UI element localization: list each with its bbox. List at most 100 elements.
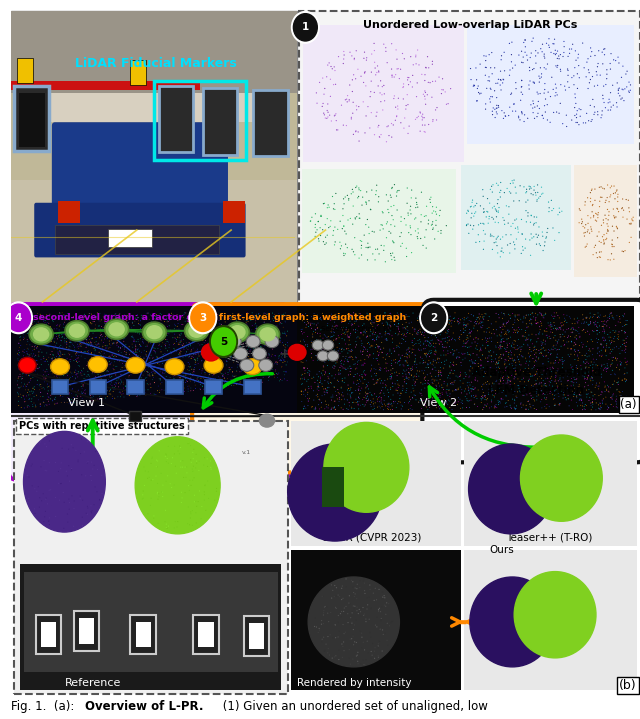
- Point: [46, 336, 56, 347]
- Point: [133, 336, 143, 347]
- Point: [514, 349, 524, 360]
- Point: [518, 390, 528, 401]
- Point: [330, 221, 340, 233]
- Point: [116, 388, 126, 399]
- Point: [422, 319, 433, 330]
- Point: [559, 331, 570, 342]
- Point: [546, 344, 556, 355]
- Point: [373, 374, 383, 385]
- Point: [401, 344, 412, 356]
- Point: [250, 319, 260, 331]
- Point: [564, 47, 575, 59]
- Point: [350, 352, 360, 363]
- Point: [585, 360, 595, 372]
- Point: [315, 348, 325, 360]
- Point: [620, 372, 630, 384]
- Point: [110, 367, 120, 378]
- Point: [552, 336, 563, 347]
- Point: [115, 378, 125, 390]
- Point: [371, 339, 381, 350]
- Point: [86, 348, 96, 360]
- Point: [613, 379, 623, 390]
- Point: [60, 311, 70, 323]
- Point: [400, 355, 410, 367]
- Point: [589, 309, 599, 321]
- Point: [13, 375, 23, 387]
- Point: [449, 312, 460, 324]
- Point: [102, 385, 113, 396]
- Point: [569, 70, 579, 81]
- Point: [605, 255, 616, 266]
- Point: [141, 375, 152, 386]
- Point: [317, 590, 327, 602]
- Point: [367, 363, 377, 375]
- Point: [344, 79, 355, 91]
- Point: [521, 404, 531, 416]
- Point: [209, 365, 219, 376]
- Point: [198, 308, 209, 320]
- Point: [600, 43, 610, 55]
- Point: [580, 358, 590, 370]
- Point: [563, 390, 573, 401]
- Point: [435, 365, 445, 377]
- Point: [244, 336, 255, 348]
- Point: [126, 380, 136, 392]
- Point: [546, 47, 556, 58]
- Point: [255, 341, 266, 352]
- Point: [40, 355, 51, 367]
- Point: [446, 321, 456, 332]
- Point: [424, 119, 434, 130]
- Point: [80, 346, 90, 357]
- Point: [194, 350, 204, 362]
- Point: [406, 51, 416, 63]
- Point: [40, 505, 51, 517]
- Point: [353, 356, 363, 367]
- Point: [114, 349, 124, 360]
- Point: [93, 315, 104, 326]
- Point: [264, 365, 275, 376]
- Point: [16, 326, 26, 338]
- Point: [391, 383, 401, 395]
- Point: [49, 333, 59, 344]
- Point: [32, 354, 42, 366]
- Point: [620, 319, 630, 330]
- Point: [314, 403, 324, 415]
- Point: [30, 508, 40, 519]
- Point: [141, 324, 152, 335]
- Point: [545, 317, 556, 329]
- Point: [392, 321, 402, 332]
- Point: [362, 308, 372, 319]
- Point: [223, 373, 233, 385]
- Point: [378, 347, 388, 358]
- Point: [381, 400, 391, 411]
- Point: [311, 319, 321, 331]
- Point: [186, 319, 196, 331]
- Point: [537, 310, 547, 321]
- Point: [224, 364, 234, 375]
- Point: [62, 368, 72, 380]
- Point: [603, 221, 613, 232]
- Point: [611, 325, 621, 336]
- Point: [136, 355, 146, 367]
- Point: [170, 319, 180, 330]
- Point: [614, 343, 624, 354]
- Ellipse shape: [288, 444, 382, 541]
- Point: [45, 385, 56, 396]
- Point: [576, 104, 586, 115]
- Point: [616, 341, 626, 352]
- Point: [396, 329, 406, 340]
- Point: [493, 78, 503, 89]
- Point: [31, 446, 41, 457]
- Point: [448, 327, 458, 339]
- Point: [492, 349, 502, 360]
- Point: [220, 312, 230, 324]
- Point: [479, 203, 489, 214]
- Point: [432, 354, 442, 365]
- Point: [45, 393, 56, 405]
- Point: [384, 351, 394, 362]
- Point: [371, 594, 381, 605]
- Point: [552, 45, 563, 57]
- Point: [153, 493, 163, 505]
- Point: [465, 201, 476, 213]
- Point: [333, 644, 344, 656]
